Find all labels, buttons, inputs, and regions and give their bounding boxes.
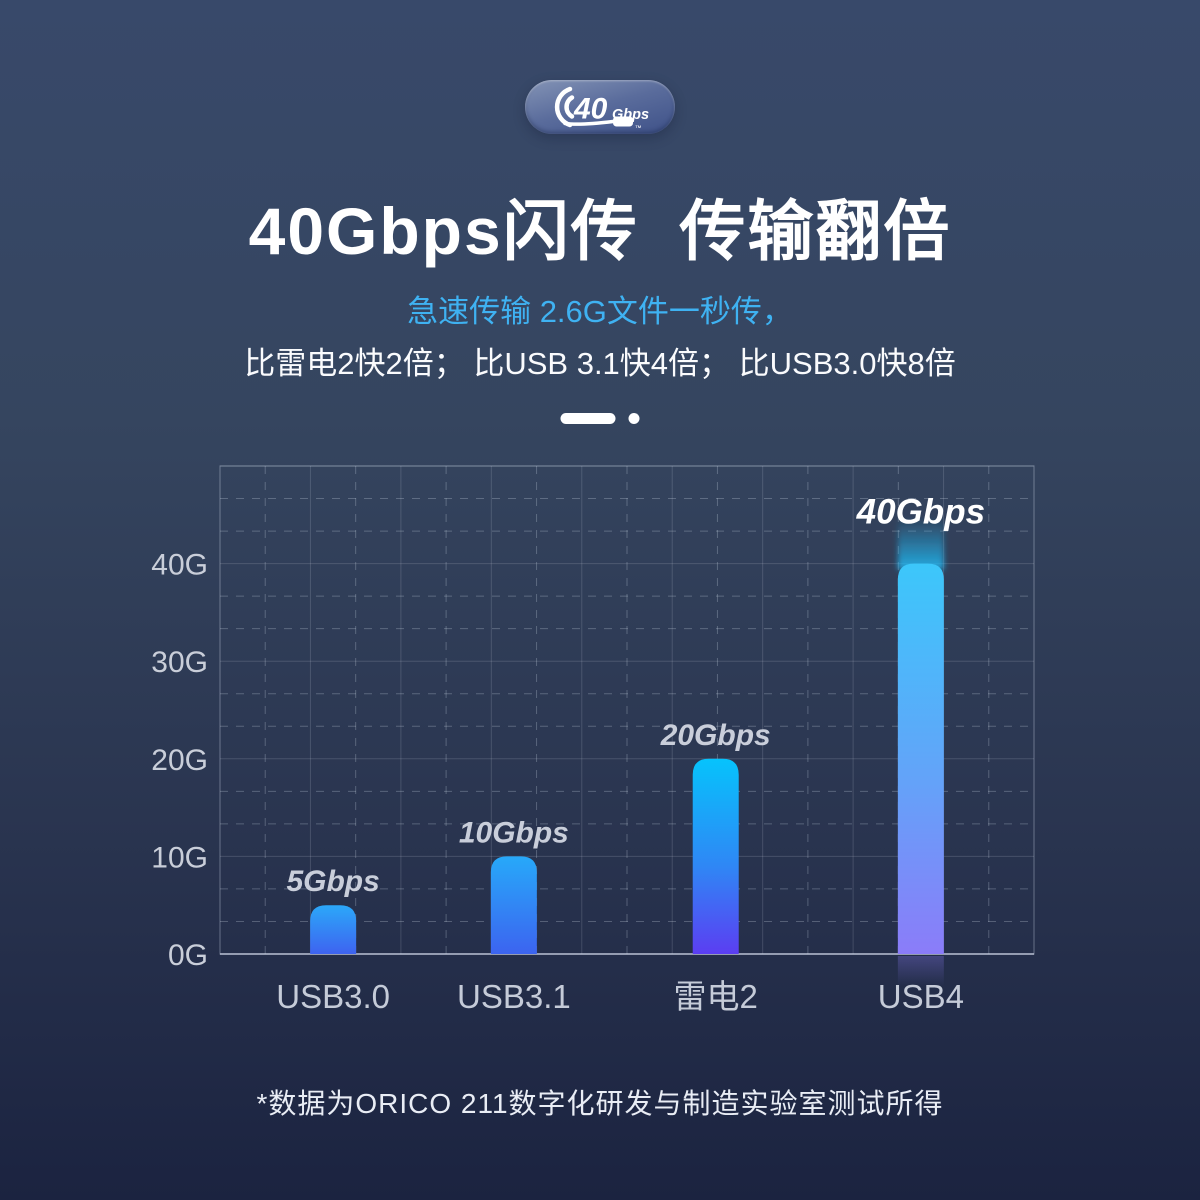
- chart-bar-3: [897, 563, 944, 954]
- speed-comparison-chart: 5Gbps USB3.0 10Gbps USB3.1 20Gbps 雷电2 40Gbps US…: [150, 450, 1060, 1030]
- bar-value-label-2: 20Gbps: [660, 719, 771, 752]
- bar-value-label-3: 40Gbps: [856, 493, 985, 532]
- divider-bar: [560, 413, 616, 424]
- badge-number: 40: [573, 93, 608, 126]
- chart-bar-1: [490, 856, 537, 954]
- usb4-logo-icon: 40 Gbps ™: [554, 86, 649, 132]
- badge-unit: Gbps: [612, 107, 649, 123]
- chart-bar-2: [692, 758, 739, 954]
- y-tick-0: 0G: [168, 939, 208, 972]
- y-tick-40: 40G: [151, 549, 208, 582]
- section-divider: [560, 413, 640, 424]
- comparison-text: 比雷电2快2倍； 比USB 3.1快4倍； 比USB3.0快8倍: [244, 346, 956, 381]
- y-tick-10: 10G: [151, 841, 208, 874]
- category-label-0: USB3.0: [276, 978, 390, 1015]
- data-source-note: *数据为ORICO 211数字化研发与制造实验室测试所得: [256, 1088, 944, 1119]
- badge-trademark: ™: [635, 125, 642, 132]
- y-tick-20: 20G: [151, 744, 208, 777]
- logo-inner-arc: [564, 95, 575, 119]
- category-label-2: 雷电2: [674, 978, 758, 1015]
- bar-reflection: [897, 956, 944, 986]
- bar-value-label-1: 10Gbps: [459, 816, 569, 849]
- logo-connector-icon: [613, 116, 633, 127]
- usb4-40gbps-badge: 40 Gbps ™: [525, 80, 675, 134]
- logo-cable-line: [563, 119, 615, 126]
- page-subtitle: 急速传输 2.6G文件一秒传，: [407, 294, 793, 329]
- chart-bar-0: [310, 905, 357, 954]
- bar-glow: [897, 517, 944, 570]
- y-tick-30: 30G: [151, 646, 208, 679]
- category-label-3: USB4: [878, 978, 964, 1015]
- page-title: 40Gbps闪传 传输翻倍: [248, 194, 952, 268]
- divider-dot: [628, 413, 640, 424]
- category-label-1: USB3.1: [457, 978, 571, 1015]
- bar-chart-svg: 5Gbps USB3.0 10Gbps USB3.1 20Gbps 雷电2 40Gbps US…: [151, 465, 1035, 1015]
- bar-value-label-0: 5Gbps: [286, 865, 379, 898]
